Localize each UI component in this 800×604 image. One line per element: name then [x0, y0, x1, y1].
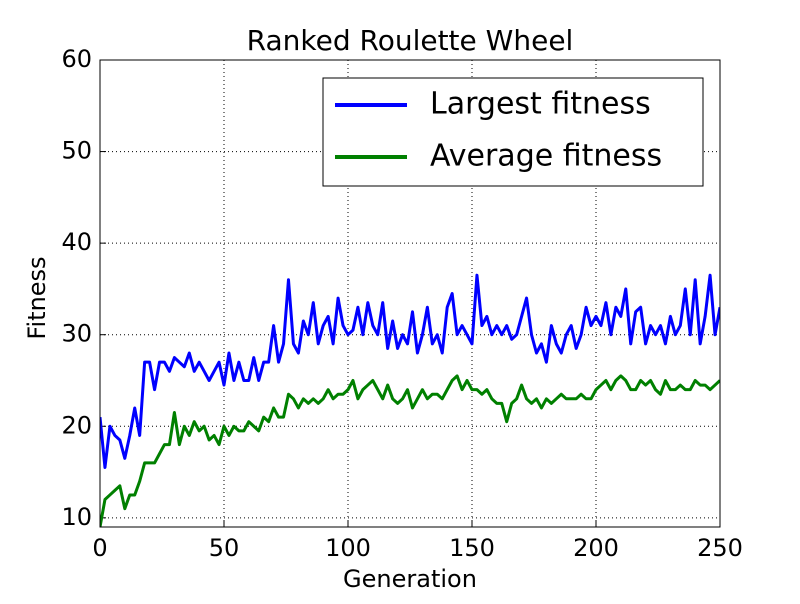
- y-axis-label: Fitness: [23, 256, 51, 339]
- x-axis-label: Generation: [343, 565, 477, 593]
- y-tick-label: 30: [61, 320, 92, 348]
- x-tick-label: 200: [573, 534, 619, 562]
- x-tick-label: 250: [697, 534, 743, 562]
- y-tick-label: 20: [61, 411, 92, 439]
- y-tick-label: 10: [61, 503, 92, 531]
- x-tick-label: 50: [209, 534, 240, 562]
- y-tick-label: 60: [61, 45, 92, 73]
- data-line: [100, 374, 720, 527]
- y-tick-label: 50: [61, 137, 92, 165]
- x-tick-label: 100: [325, 534, 371, 562]
- legend-label: Average fitness: [430, 139, 662, 174]
- data-line: [100, 273, 720, 469]
- y-tick-label: 40: [61, 228, 92, 256]
- plot-frame: [99, 59, 721, 528]
- x-tick-label: 150: [449, 534, 495, 562]
- legend-box: [322, 77, 704, 187]
- legend-label: Largest fitness: [430, 87, 651, 122]
- chart-title: Ranked Roulette Wheel: [247, 24, 574, 57]
- x-tick-label: 0: [92, 534, 107, 562]
